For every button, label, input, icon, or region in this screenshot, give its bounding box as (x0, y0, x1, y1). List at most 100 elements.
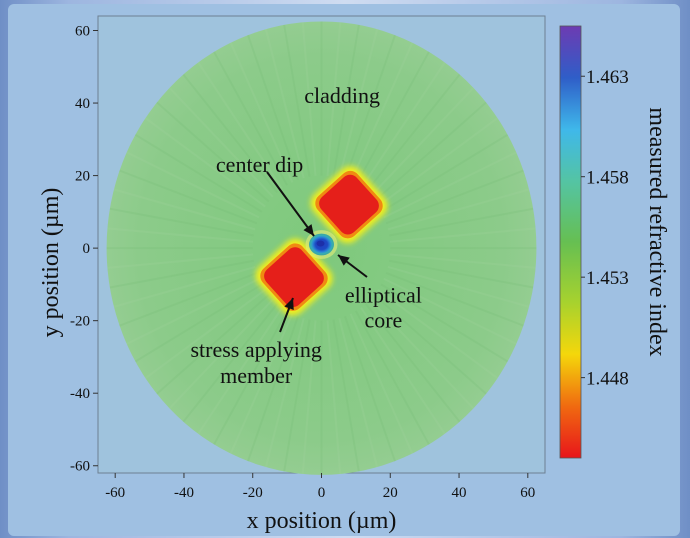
x-tick-label: 0 (318, 485, 326, 501)
streak (385, 272, 524, 327)
stress-member-body (264, 247, 324, 308)
streak (385, 169, 524, 225)
streak (247, 34, 299, 181)
streak (389, 259, 534, 289)
streak (247, 315, 299, 462)
y-tick-label: 20 (75, 169, 90, 185)
streak (107, 227, 254, 243)
streak (283, 24, 311, 177)
x-tick-label: -60 (105, 485, 125, 501)
streak (373, 294, 487, 395)
streak (349, 42, 414, 183)
streak (107, 253, 254, 269)
streak (326, 320, 342, 475)
streak (364, 303, 461, 423)
colorbar-tick-label: 1.458 (586, 168, 629, 189)
arrow-core-head (338, 255, 350, 266)
arrow-center-dip-line (266, 171, 315, 237)
streak (109, 207, 254, 237)
streak (229, 313, 294, 454)
x-tick-label: -20 (243, 485, 263, 501)
streak (380, 133, 509, 213)
colorbar (559, 25, 582, 459)
streak (344, 315, 396, 462)
streak (264, 317, 305, 468)
y-axis-label: y position (µm) (38, 188, 64, 338)
streak (389, 253, 536, 269)
y-tick-label: 60 (75, 24, 90, 40)
streak (389, 207, 534, 237)
streak (377, 288, 499, 379)
x-tick-label: 60 (520, 485, 535, 501)
x-tick-label: -40 (174, 485, 194, 501)
colorbar-tick-label: 1.463 (586, 67, 629, 88)
streak (332, 24, 360, 177)
streak (156, 101, 270, 203)
annotation-core: core (364, 308, 402, 333)
annotation-member: member (220, 363, 293, 388)
streak (364, 73, 461, 194)
y-tick-label: 40 (75, 96, 90, 112)
streak (144, 288, 266, 379)
streak (197, 306, 283, 435)
streak (383, 277, 517, 345)
streak (326, 22, 342, 176)
streak (119, 272, 258, 327)
streak (213, 51, 288, 186)
streak (389, 227, 536, 243)
streak (355, 310, 430, 445)
stress-member-1 (310, 166, 388, 244)
streak (387, 265, 530, 308)
streak (156, 294, 270, 395)
x-axis-label: x position (µm) (247, 508, 397, 534)
streak (168, 298, 274, 410)
streak (134, 133, 263, 213)
streak (360, 306, 446, 435)
colorbar-label: measured refractive index (644, 107, 670, 356)
arrow-stress-member-head (284, 298, 294, 311)
y-tick-label: -20 (70, 314, 90, 330)
streak (387, 188, 530, 231)
y-tick-label: -40 (70, 386, 90, 402)
streak (301, 22, 317, 176)
streak (377, 117, 499, 208)
colorbar-tick-label: 1.448 (586, 369, 629, 390)
streak (229, 42, 294, 183)
annotation-cladding: cladding (304, 83, 380, 108)
streak (338, 317, 379, 468)
streak (126, 277, 260, 345)
arrow-center-dip-head (303, 224, 314, 236)
annotation-center-dip: center dip (216, 152, 303, 177)
streak (213, 310, 288, 445)
y-tick-label: -60 (70, 459, 90, 475)
streak (109, 259, 254, 289)
streak (182, 303, 279, 423)
annotation-elliptical: elliptical (345, 283, 422, 308)
streak (283, 319, 311, 472)
streak (113, 188, 256, 231)
center-dip (316, 240, 325, 247)
radial-streaks (106, 21, 537, 475)
stress-member-body (319, 174, 379, 235)
streak (355, 51, 430, 186)
streak (126, 151, 260, 219)
streak (332, 319, 360, 472)
stress-member-2 (255, 238, 333, 316)
streak (182, 73, 279, 194)
streak (134, 283, 263, 363)
streak (383, 151, 517, 219)
streak (344, 34, 396, 181)
x-tick-label: 40 (452, 485, 467, 501)
streak (119, 169, 258, 225)
annotation-stress-applying: stress applying (190, 337, 321, 362)
streak (380, 283, 509, 363)
streak (360, 61, 446, 190)
streak (168, 87, 274, 198)
x-tick-label: 20 (383, 485, 398, 501)
streak (369, 298, 475, 410)
streak (197, 61, 283, 190)
streak (264, 28, 305, 179)
streak (373, 101, 487, 203)
streak (338, 28, 379, 179)
